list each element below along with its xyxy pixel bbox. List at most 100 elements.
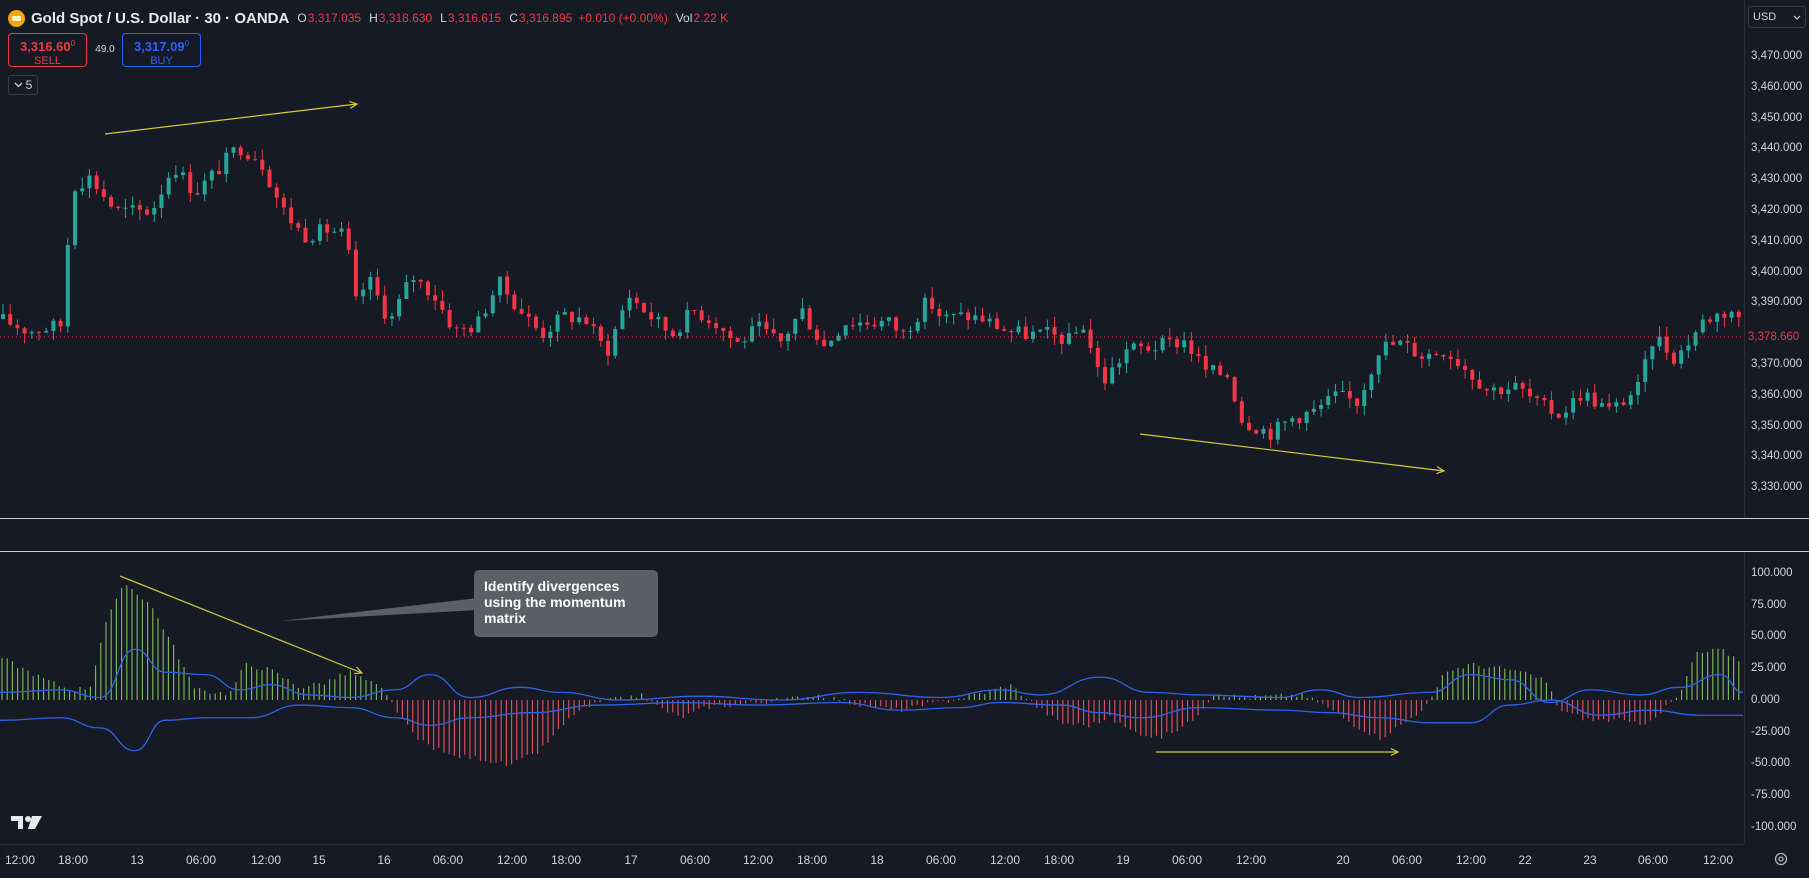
time-axis-tick: 20 xyxy=(1336,853,1350,867)
indicator-axis-tick: -50.000 xyxy=(1751,757,1791,770)
time-axis-tick: 18:00 xyxy=(550,853,582,867)
candlestick xyxy=(1117,358,1122,376)
candlestick xyxy=(123,198,128,218)
candlestick xyxy=(101,180,106,202)
price-axis-tick: 3,370.000 xyxy=(1751,358,1803,370)
candlestick xyxy=(454,324,459,337)
candlestick xyxy=(951,313,956,325)
candlestick xyxy=(433,284,438,311)
indicator-axis-tick: -75.000 xyxy=(1751,788,1791,801)
divergence-callout[interactable]: Identify divergences using the momentum … xyxy=(474,570,658,637)
momentum-flat-trendline[interactable] xyxy=(1156,747,1400,757)
candlestick xyxy=(872,316,877,329)
candlestick xyxy=(325,218,330,242)
higher-high-trendline[interactable] xyxy=(104,100,359,135)
candlestick xyxy=(1736,309,1741,328)
tradingview-logo-icon[interactable] xyxy=(10,812,44,832)
candlestick xyxy=(1333,384,1338,404)
gear-icon[interactable] xyxy=(1772,850,1790,868)
candlestick xyxy=(850,317,855,330)
lower-low-trendline[interactable] xyxy=(1139,433,1446,475)
candlestick xyxy=(1635,374,1640,405)
candlestick xyxy=(1671,349,1676,367)
candlestick xyxy=(58,318,63,333)
price-axis[interactable]: 3,470.000 3,460.000 3,450.000 3,440.000 3,43… xyxy=(1744,0,1809,518)
candlestick xyxy=(958,302,963,316)
candlestick xyxy=(1707,316,1712,325)
indicators-toggle-button[interactable]: 5 xyxy=(8,75,38,95)
symbol-title[interactable]: Gold Spot / U.S. Dollar · 30 · OANDA xyxy=(31,9,290,27)
candlestick xyxy=(22,326,27,344)
candlestick xyxy=(1527,378,1532,404)
candlestick xyxy=(526,305,531,328)
candlestick xyxy=(29,330,34,339)
candlestick xyxy=(80,177,85,196)
momentum-indicator-pane[interactable] xyxy=(0,552,1744,844)
candlestick xyxy=(181,166,186,180)
indicator-axis[interactable]: 100.000 75.000 50.000 25.000 0.000 -25.000 -50… xyxy=(1744,552,1809,844)
vol-key: Vol xyxy=(675,11,693,25)
time-axis-tick: 18:00 xyxy=(1043,853,1075,867)
candlestick xyxy=(1196,346,1201,363)
candlestick xyxy=(1679,345,1684,369)
candlestick xyxy=(425,280,430,301)
time-axis-tick: 13 xyxy=(130,853,144,867)
candlestick xyxy=(1,304,5,320)
pane-divider-top[interactable] xyxy=(0,518,1809,519)
candlestick xyxy=(714,317,719,335)
price-chart-pane[interactable] xyxy=(0,0,1743,518)
candlestick xyxy=(1254,428,1259,435)
candlestick xyxy=(1563,406,1568,425)
candlestick xyxy=(634,292,639,309)
candlestick xyxy=(476,310,481,333)
buy-price: 3,317.09 xyxy=(133,39,185,54)
candlestick-chart[interactable] xyxy=(0,0,1743,518)
candlestick xyxy=(1369,372,1374,399)
candlestick xyxy=(1700,314,1705,335)
momentum-lower-high-trendline[interactable] xyxy=(119,575,364,675)
chevron-down-icon xyxy=(14,82,23,88)
candlestick xyxy=(1506,381,1511,402)
candlestick xyxy=(742,337,747,349)
candlestick xyxy=(922,293,927,330)
currency-selector[interactable]: USD xyxy=(1748,6,1806,28)
candlestick xyxy=(1347,381,1352,409)
candlestick xyxy=(1621,398,1626,407)
price-axis-tick: 3,470.000 xyxy=(1751,50,1803,62)
candlestick xyxy=(1491,383,1496,400)
candlestick xyxy=(577,307,582,325)
candlestick xyxy=(879,316,884,331)
time-axis-tick: 17 xyxy=(624,853,638,867)
time-axis-tick: 12:00 xyxy=(1235,853,1267,867)
candlestick xyxy=(735,337,740,343)
candlestick xyxy=(1153,340,1158,361)
candlestick xyxy=(1283,420,1288,432)
gold-coin-icon xyxy=(8,9,25,27)
buy-button[interactable]: 3,317.090 BUY xyxy=(122,33,201,67)
candlestick xyxy=(562,308,567,315)
time-axis[interactable]: 12:00 18:00 13 06:00 12:00 15 16 06:00 12:00 18:0… xyxy=(0,844,1743,878)
candlestick xyxy=(1066,322,1071,346)
price-axis-tick: 3,430.000 xyxy=(1751,173,1803,186)
candlestick xyxy=(548,325,553,347)
momentum-histogram[interactable] xyxy=(0,552,1744,844)
candlestick xyxy=(382,285,387,325)
candlestick xyxy=(606,333,611,366)
candlestick xyxy=(94,171,99,194)
candlestick xyxy=(1290,416,1295,427)
open-key: O xyxy=(297,11,307,25)
close-value: 3,316.895 xyxy=(518,11,573,25)
candlestick xyxy=(771,318,776,337)
candlestick xyxy=(1434,351,1439,356)
pane-divider-bottom[interactable] xyxy=(0,551,1809,552)
low-value: 3,316.615 xyxy=(447,11,502,25)
candlestick xyxy=(980,307,985,323)
candlestick xyxy=(1131,341,1136,351)
high-value: 3,318.630 xyxy=(378,11,433,25)
candlestick xyxy=(901,328,906,339)
sell-button[interactable]: 3,316.600 SELL xyxy=(8,33,87,67)
candlestick xyxy=(1405,334,1410,354)
candlestick xyxy=(375,268,380,300)
candlestick xyxy=(188,164,193,203)
indicator-axis-tick: -25.000 xyxy=(1751,725,1791,738)
